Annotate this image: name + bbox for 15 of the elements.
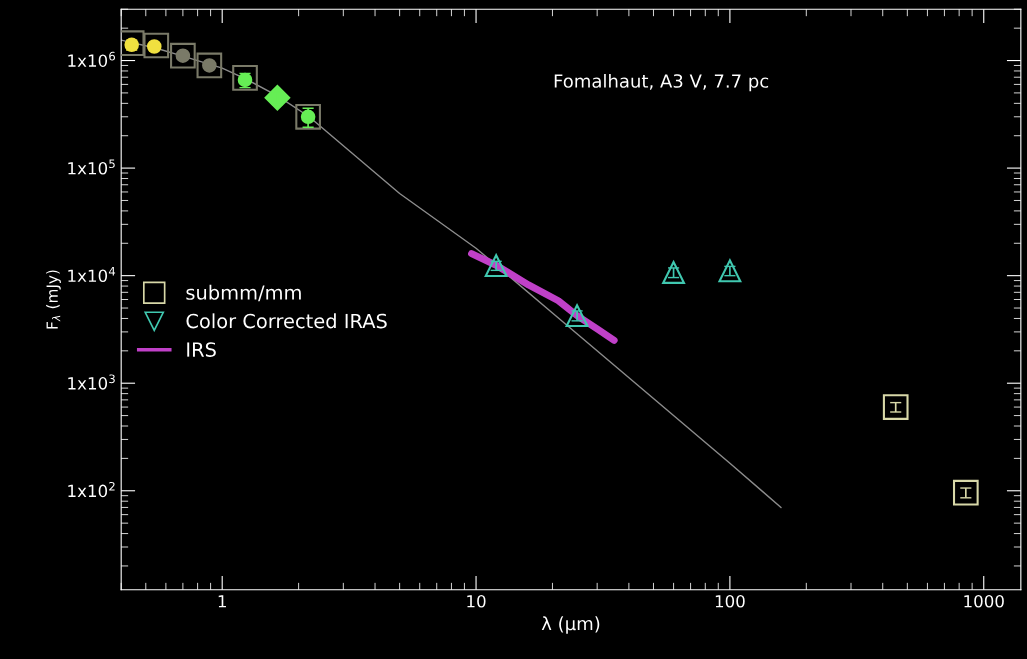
y-tick-label: 1x10$^{5}$ xyxy=(68,159,115,175)
y-tick-label: 1x10$^{3}$ xyxy=(68,374,115,390)
y-axis-title: F$_{λ}$ (mJy) xyxy=(46,270,61,329)
legend-label: submm/mm xyxy=(186,284,301,302)
x-tick-label: 1000 xyxy=(964,594,1004,608)
y-tick-label: 1x10$^{6}$ xyxy=(68,51,116,67)
legend-label: IRS xyxy=(187,342,216,357)
legend-label: Color Corrected IRAS xyxy=(186,313,387,329)
y-tick-label: 1x10$^{2}$ xyxy=(68,481,115,498)
x-tick-label: 1 xyxy=(218,595,226,608)
x-tick-label: 10 xyxy=(467,594,486,608)
x-axis-title: λ (μm) xyxy=(541,616,600,634)
annotation: Fomalhaut, A3 V, 7.7 pc xyxy=(554,73,769,92)
x-tick-label: 100 xyxy=(715,594,745,608)
y-tick-label: 1x10$^{4}$ xyxy=(68,266,116,283)
